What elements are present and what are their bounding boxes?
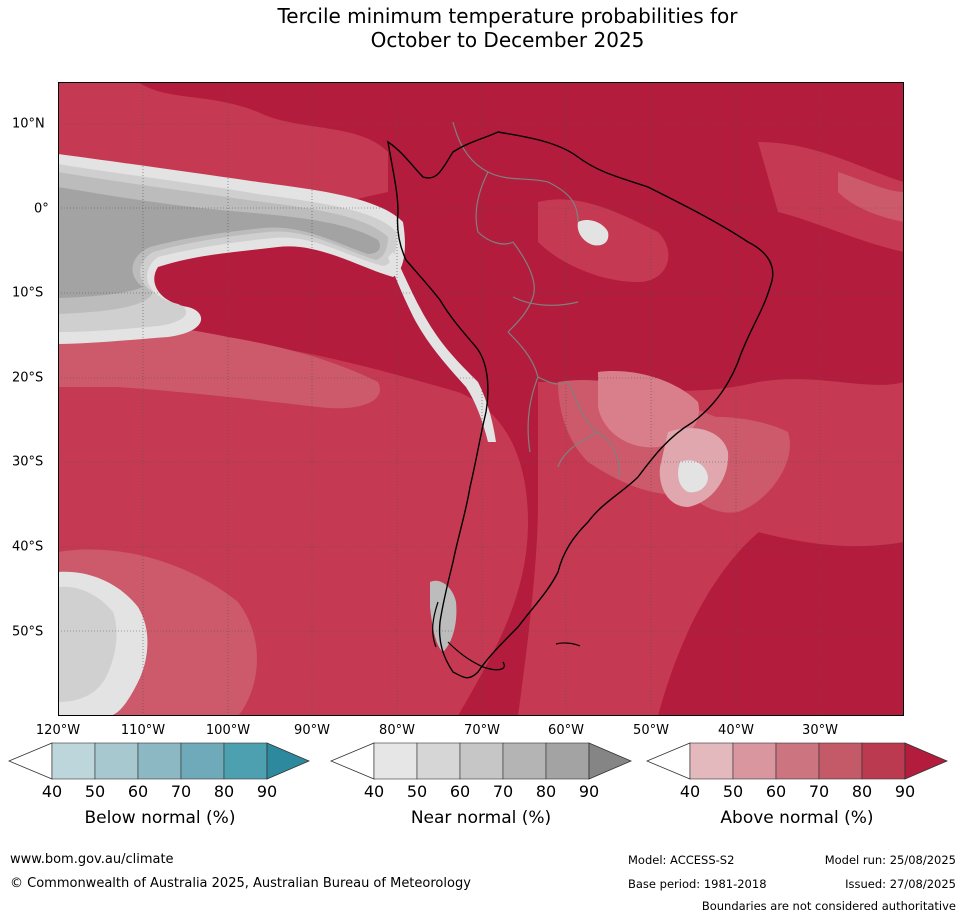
below-tick-70: 70 bbox=[170, 782, 192, 801]
near-normal-coastal-strip bbox=[388, 252, 496, 442]
near-normal-atlantic-patch bbox=[678, 460, 708, 493]
above-normal-title: Above normal (%) bbox=[720, 808, 874, 828]
below-tick-80: 80 bbox=[213, 782, 235, 801]
above-tick-50: 50 bbox=[722, 782, 744, 801]
above-tick-80: 80 bbox=[851, 782, 873, 801]
above-swatch-5 bbox=[904, 742, 948, 780]
below-tick-40: 40 bbox=[41, 782, 63, 801]
below-tick-90: 90 bbox=[256, 782, 278, 801]
above-60-brazil-patch bbox=[598, 371, 699, 448]
below-swatch-5 bbox=[266, 742, 310, 780]
above-tick-40: 40 bbox=[679, 782, 701, 801]
near-tick-50: 50 bbox=[406, 782, 428, 801]
above-swatch-3 bbox=[818, 742, 863, 780]
title-line-1: Tercile minimum temperature probabilitie… bbox=[277, 4, 738, 28]
near-swatch-5 bbox=[588, 742, 632, 780]
above-swatch-1 bbox=[732, 742, 777, 780]
above-lower-cap bbox=[646, 742, 691, 780]
lon-label-70w: 70°W bbox=[464, 723, 500, 738]
lat-label-30s: 30°S bbox=[12, 454, 44, 470]
lon-label-40w: 40°W bbox=[718, 723, 754, 738]
near-normal-title: Near normal (%) bbox=[410, 808, 552, 828]
country-borders bbox=[452, 121, 620, 478]
website-link[interactable]: www.bom.gov.au/climate bbox=[10, 852, 174, 867]
probability-map bbox=[58, 82, 904, 716]
lon-label-30w: 30°W bbox=[802, 723, 838, 738]
near-swatch-4 bbox=[545, 742, 590, 780]
lon-label-90w: 90°W bbox=[294, 723, 330, 738]
lat-label-50s: 50°S bbox=[12, 624, 44, 640]
below-normal-title: Below normal (%) bbox=[84, 808, 236, 828]
above-normal-colorbar bbox=[646, 742, 948, 780]
below-lower-cap bbox=[8, 742, 53, 780]
above-tick-60: 60 bbox=[765, 782, 787, 801]
lon-label-60w: 60°W bbox=[548, 723, 584, 738]
south-america-coastline bbox=[387, 131, 774, 679]
near-normal-sw-corner-inner bbox=[58, 586, 117, 702]
below-swatch-3 bbox=[180, 742, 225, 780]
near-normal-pacific-90 bbox=[58, 187, 380, 298]
near-lower-cap bbox=[330, 742, 375, 780]
below-tick-60: 60 bbox=[127, 782, 149, 801]
near-normal-colorbar bbox=[330, 742, 632, 780]
near-swatch-1 bbox=[416, 742, 461, 780]
lon-label-80w: 80°W bbox=[379, 723, 415, 738]
near-tick-70: 70 bbox=[492, 782, 514, 801]
lon-label-120w: 120°W bbox=[35, 723, 81, 738]
near-swatch-3 bbox=[502, 742, 547, 780]
below-swatch-2 bbox=[137, 742, 182, 780]
model-run-text: Model run: 25/08/2025 bbox=[824, 853, 956, 867]
below-swatch-4 bbox=[223, 742, 268, 780]
near-tick-80: 80 bbox=[535, 782, 557, 801]
above-tick-90: 90 bbox=[894, 782, 916, 801]
lat-label-0: 0° bbox=[34, 201, 49, 217]
base-period-text: Base period: 1981-2018 bbox=[628, 877, 767, 891]
disclaimer-text: Boundaries are not considered authoritat… bbox=[701, 899, 956, 913]
above-tick-70: 70 bbox=[808, 782, 830, 801]
near-normal-amazon-patch bbox=[577, 220, 609, 246]
issued-text: Issued: 27/08/2025 bbox=[845, 877, 956, 891]
above-swatch-0 bbox=[689, 742, 734, 780]
model-text: Model: ACCESS-S2 bbox=[628, 853, 735, 867]
lon-label-50w: 50°W bbox=[633, 723, 669, 738]
near-swatch-0 bbox=[373, 742, 418, 780]
below-swatch-1 bbox=[94, 742, 139, 780]
above-swatch-4 bbox=[861, 742, 906, 780]
near-tick-60: 60 bbox=[449, 782, 471, 801]
lat-label-10s: 10°S bbox=[12, 285, 44, 301]
near-normal-patagonia-patch bbox=[430, 580, 457, 652]
tierra-del-fuego-islands bbox=[432, 601, 505, 671]
lat-label-40s: 40°S bbox=[12, 539, 44, 555]
falkland-islands bbox=[555, 642, 581, 647]
chart-title: Tercile minimum temperature probabilitie… bbox=[0, 4, 965, 52]
below-normal-colorbar bbox=[8, 742, 310, 780]
below-tick-50: 50 bbox=[84, 782, 106, 801]
lon-label-110w: 110°W bbox=[120, 723, 166, 738]
above-swatch-2 bbox=[775, 742, 820, 780]
near-tick-90: 90 bbox=[578, 782, 600, 801]
lat-label-10n: 10°N bbox=[12, 116, 45, 132]
lat-label-20s: 20°S bbox=[12, 370, 44, 386]
below-swatch-0 bbox=[51, 742, 96, 780]
title-line-2: October to December 2025 bbox=[370, 28, 645, 52]
near-tick-40: 40 bbox=[363, 782, 385, 801]
graticule bbox=[58, 82, 904, 716]
lon-label-100w: 100°W bbox=[205, 723, 251, 738]
copyright-text: © Commonwealth of Australia 2025, Austra… bbox=[10, 876, 471, 891]
near-swatch-2 bbox=[459, 742, 504, 780]
